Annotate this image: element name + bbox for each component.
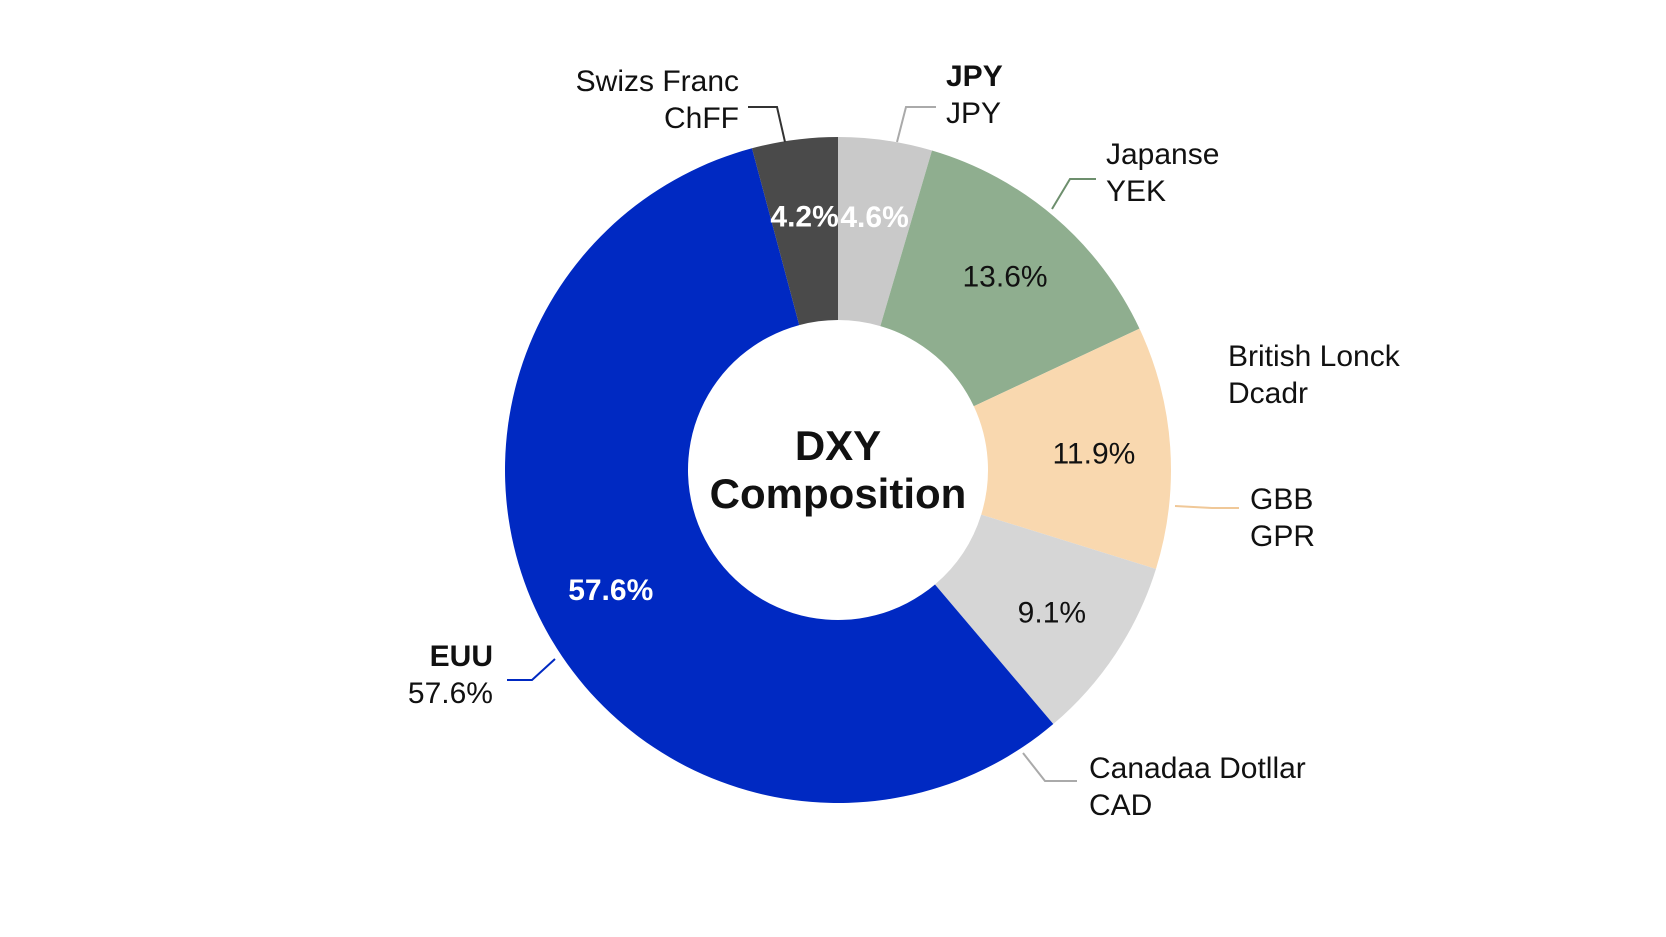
callout-gbb-code: GPR [1250, 520, 1316, 553]
value-label-57.6%: 57.6% [568, 574, 653, 607]
callout-cad-code: CAD [1089, 789, 1153, 822]
callout-chf-name: Swizs Franc [575, 65, 739, 98]
callout-gbb-name: GBB [1250, 483, 1314, 516]
center-title-line2: Composition [710, 470, 967, 517]
value-label-jpy: 4.6% [840, 201, 908, 234]
value-label-chff: 4.2% [770, 201, 838, 234]
leader-line-jpy [896, 106, 936, 143]
slice-jpy [838, 137, 932, 327]
callout-british: British Lonck Dcadr [1228, 338, 1400, 412]
callout-british-code: Dcadr [1228, 377, 1309, 410]
slice-chff [751, 137, 838, 326]
callout-jpy: JPY JPY [946, 58, 1003, 132]
leader-line-gbp [1174, 505, 1239, 509]
callout-chf-code: ChFF [664, 102, 739, 135]
callout-gbb: GBB GPR [1250, 481, 1315, 555]
callout-eur: EUU 57.6% [408, 638, 493, 712]
callout-cad-name: Canadaa Dotllar [1089, 752, 1306, 785]
value-label-dcadr: 11.9% [1052, 437, 1135, 470]
callout-jpy-name: JPY [946, 60, 1003, 93]
leader-line-eur [507, 658, 556, 681]
slice-dcadr [973, 328, 1172, 569]
slice-57.6% [505, 148, 1054, 803]
leader-line-cad [1022, 752, 1077, 782]
callout-yek: Japanse YEK [1106, 136, 1219, 210]
callout-chf: Swizs Franc ChFF [576, 63, 739, 137]
leader-line-chf [748, 106, 786, 143]
callout-jpy-code: JPY [946, 97, 1002, 130]
callout-eur-name: EUU [429, 640, 493, 673]
callout-cad: Canadaa Dotllar CAD [1089, 750, 1306, 824]
callout-yek-code: YEK [1106, 175, 1167, 208]
callout-british-name: British Lonck [1228, 340, 1400, 373]
slice-cad [934, 514, 1156, 725]
leader-line-yek [1051, 178, 1096, 210]
callout-eur-value: 57.6% [407, 677, 493, 710]
slice-yek [880, 150, 1140, 407]
value-label-yek: 13.6% [962, 260, 1047, 293]
center-title-line1: DXY [795, 422, 881, 469]
value-label-cad: 9.1% [1018, 597, 1086, 630]
callout-yek-name: Japanse [1106, 138, 1220, 171]
